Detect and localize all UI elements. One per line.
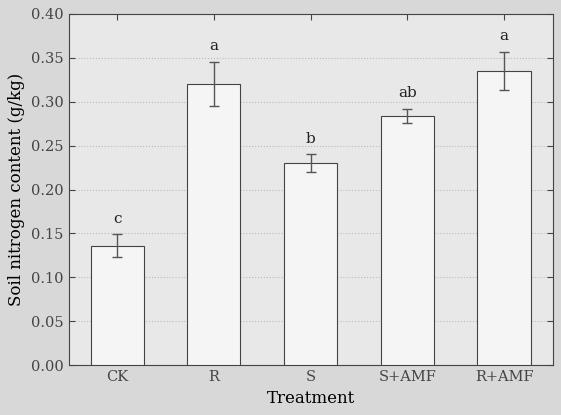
Y-axis label: Soil nitrogen content (g/kg): Soil nitrogen content (g/kg) xyxy=(8,73,25,306)
Bar xyxy=(381,116,434,365)
Text: ab: ab xyxy=(398,86,417,100)
X-axis label: Treatment: Treatment xyxy=(266,390,355,407)
Text: c: c xyxy=(113,212,121,226)
Bar xyxy=(477,71,531,365)
Text: a: a xyxy=(499,29,509,43)
Text: b: b xyxy=(306,132,315,146)
Text: a: a xyxy=(209,39,218,54)
Bar xyxy=(187,84,241,365)
Bar xyxy=(284,163,337,365)
Bar xyxy=(90,246,144,365)
